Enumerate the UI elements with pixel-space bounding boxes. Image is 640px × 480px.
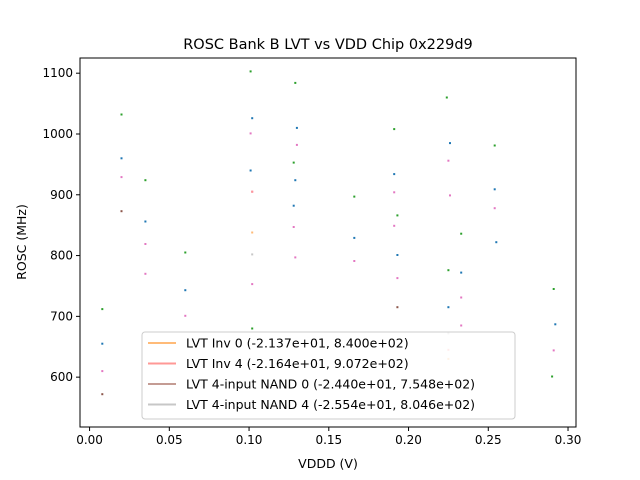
data-point — [292, 204, 295, 207]
data-point — [460, 271, 463, 274]
x-axis-label: VDDD (V) — [298, 456, 358, 471]
legend-box — [141, 331, 516, 420]
data-point — [144, 220, 147, 223]
data-point — [251, 253, 254, 256]
y-tick-label: 900 — [50, 188, 73, 202]
data-point — [552, 288, 555, 290]
data-point — [251, 283, 254, 286]
data-point — [447, 306, 450, 309]
y-tick-label: 700 — [50, 309, 73, 323]
data-point — [249, 169, 252, 172]
data-point — [294, 256, 297, 259]
data-point — [495, 241, 498, 244]
data-point — [295, 126, 298, 129]
data-point — [249, 70, 252, 73]
data-point — [251, 327, 254, 330]
y-tick-label: 800 — [50, 249, 73, 263]
legend-label: LVT 4-input NAND 0 (-2.440e+01, 7.548e+0… — [186, 377, 475, 392]
data-point — [460, 296, 463, 299]
x-tick-label: 0.00 — [76, 433, 103, 447]
data-point — [120, 176, 123, 179]
data-point — [184, 289, 187, 292]
data-point — [493, 144, 496, 147]
data-point — [396, 277, 399, 280]
x-tick-label: 0.10 — [236, 433, 263, 447]
y-tick-label: 600 — [50, 370, 73, 384]
data-point — [445, 96, 448, 99]
data-point — [393, 173, 396, 176]
data-point — [396, 306, 399, 309]
x-tick-label: 0.05 — [156, 433, 183, 447]
data-point — [120, 210, 123, 213]
legend-label: LVT Inv 4 (-2.164e+01, 9.072e+02) — [186, 356, 409, 371]
data-point — [251, 231, 254, 234]
data-point — [447, 269, 450, 272]
data-point — [144, 179, 147, 182]
data-point — [292, 226, 295, 228]
data-point — [552, 349, 555, 352]
data-point — [184, 314, 187, 317]
data-point — [249, 132, 252, 135]
data-point — [184, 251, 187, 254]
x-tick-label: 0.25 — [475, 433, 502, 447]
y-tick-label: 1100 — [42, 66, 73, 80]
data-point — [144, 272, 147, 275]
data-point — [493, 188, 496, 191]
y-tick-label: 1000 — [42, 127, 73, 141]
data-point — [295, 143, 298, 146]
x-axis: 0.00 0.05 0.10 0.15 0.20 0.25 0.30 — [76, 427, 581, 447]
data-point — [393, 191, 396, 194]
x-tick-label: 0.15 — [315, 433, 342, 447]
data-point — [294, 81, 297, 84]
data-point — [460, 232, 463, 235]
data-point — [554, 323, 557, 326]
data-point — [294, 179, 297, 182]
y-axis-label: ROSC (MHz) — [14, 204, 29, 280]
legend: LVT Inv 0 (-2.137e+01, 8.400e+02) LVT Inv… — [141, 331, 516, 420]
data-point — [353, 260, 356, 262]
data-point — [292, 161, 295, 164]
data-point — [101, 342, 104, 345]
data-point — [393, 128, 396, 131]
data-point — [120, 157, 123, 160]
data-point — [251, 117, 254, 120]
data-point — [396, 254, 399, 256]
data-point — [251, 190, 254, 193]
legend-label: LVT Inv 0 (-2.137e+01, 8.400e+02) — [186, 336, 409, 351]
data-point — [120, 113, 123, 116]
chart-title: ROSC Bank B LVT vs VDD Chip 0x229d9 — [183, 37, 473, 53]
data-point — [449, 194, 451, 197]
data-point — [449, 142, 451, 145]
data-point — [101, 370, 104, 373]
data-point — [493, 207, 496, 210]
y-axis: 600 700 800 900 1000 1100 — [42, 66, 80, 384]
legend-label: LVT 4-input NAND 4 (-2.554e+01, 8.046e+0… — [186, 397, 475, 412]
data-point — [396, 214, 399, 217]
x-tick-label: 0.30 — [555, 433, 582, 447]
data-point — [101, 393, 104, 396]
data-point — [460, 324, 463, 327]
x-tick-label: 0.20 — [395, 433, 422, 447]
data-point — [551, 375, 554, 378]
data-point — [353, 236, 356, 239]
data-point — [393, 224, 396, 227]
data-point — [101, 308, 104, 311]
data-point — [144, 243, 147, 245]
data-point — [447, 159, 450, 162]
data-point — [353, 195, 356, 198]
